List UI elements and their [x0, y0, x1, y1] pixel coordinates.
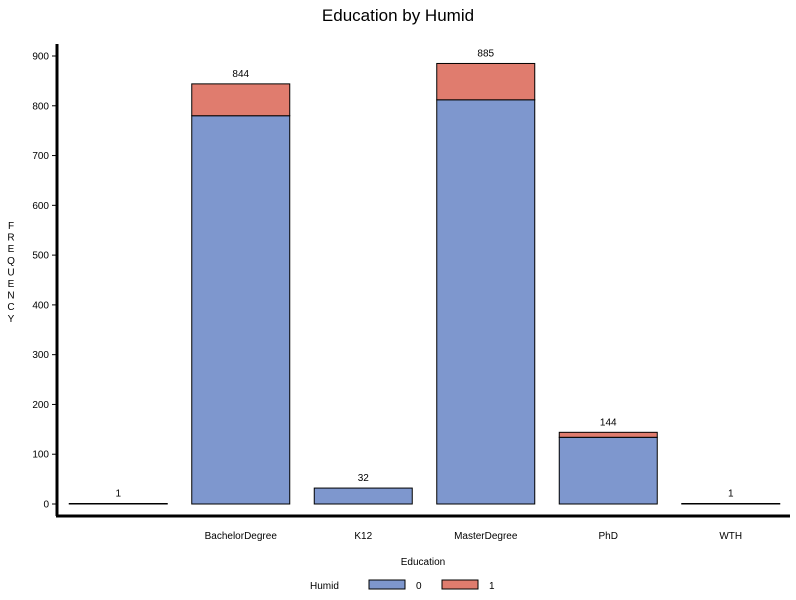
- bar-total-label: 1: [728, 489, 734, 500]
- y-tick-label: 100: [32, 450, 49, 461]
- bar-segment-series-0: [436, 99, 536, 505]
- x-tick-label: K12: [354, 531, 372, 542]
- bar-segment-series-1: [191, 83, 291, 117]
- y-tick-label: 500: [32, 251, 49, 262]
- y-tick-label: 600: [32, 201, 49, 212]
- y-axis-label-letter: C: [7, 302, 14, 313]
- bar-segment-series-1: [436, 62, 536, 101]
- chart-title: Education by Humid: [322, 6, 474, 25]
- y-tick-label: 200: [32, 400, 49, 411]
- bar-segment-series-0: [313, 487, 413, 505]
- x-tick-label: BachelorDegree: [205, 531, 278, 542]
- legend-label-series-0: 0: [416, 581, 422, 592]
- legend-label-series-1: 1: [489, 581, 495, 592]
- y-axis-label-letter: Q: [7, 256, 15, 267]
- x-tick-label: MasterDegree: [454, 531, 518, 542]
- y-axis-label-letter: E: [8, 244, 15, 255]
- bar-total-label: 844: [232, 69, 249, 80]
- legend-swatch-series-0: [368, 579, 406, 590]
- bar-segment-series-0: [191, 115, 291, 505]
- y-tick-label: 400: [32, 300, 49, 311]
- y-axis-label-letter: U: [7, 267, 14, 278]
- y-tick-label: 800: [32, 101, 49, 112]
- bar-total-label: 32: [358, 473, 370, 484]
- bar-segment-series-0: [558, 436, 658, 505]
- x-tick-label: WTH: [719, 531, 742, 542]
- legend-title: Humid: [310, 581, 339, 592]
- y-axis-label-letter: F: [8, 221, 14, 232]
- y-tick-label: 900: [32, 52, 49, 63]
- y-axis-label-letter: N: [7, 291, 14, 302]
- y-axis-label-letter: R: [7, 233, 14, 244]
- bar-segment-series-1: [558, 431, 658, 438]
- legend: Humid 0 1: [310, 579, 495, 592]
- bar-total-label: 1: [115, 489, 121, 500]
- x-tick-label: PhD: [599, 531, 618, 542]
- bar-total-label: 144: [600, 417, 617, 428]
- y-tick-label: 700: [32, 151, 49, 162]
- y-axis-label-letter: Y: [8, 314, 15, 325]
- bar-total-label: 885: [477, 48, 494, 59]
- bar-segment-series-0: [681, 503, 781, 505]
- y-tick-label: 300: [32, 350, 49, 361]
- y-tick-label: 0: [43, 500, 49, 511]
- y-axis-label-letter: E: [8, 279, 15, 290]
- plot-area: 0 100 200 300 400 500 600 700 800 900 1 844 Bachelor…: [32, 44, 790, 542]
- legend-swatch-series-1: [441, 579, 479, 590]
- x-axis-label: Education: [401, 557, 445, 568]
- bar-segment-series-0: [68, 503, 168, 505]
